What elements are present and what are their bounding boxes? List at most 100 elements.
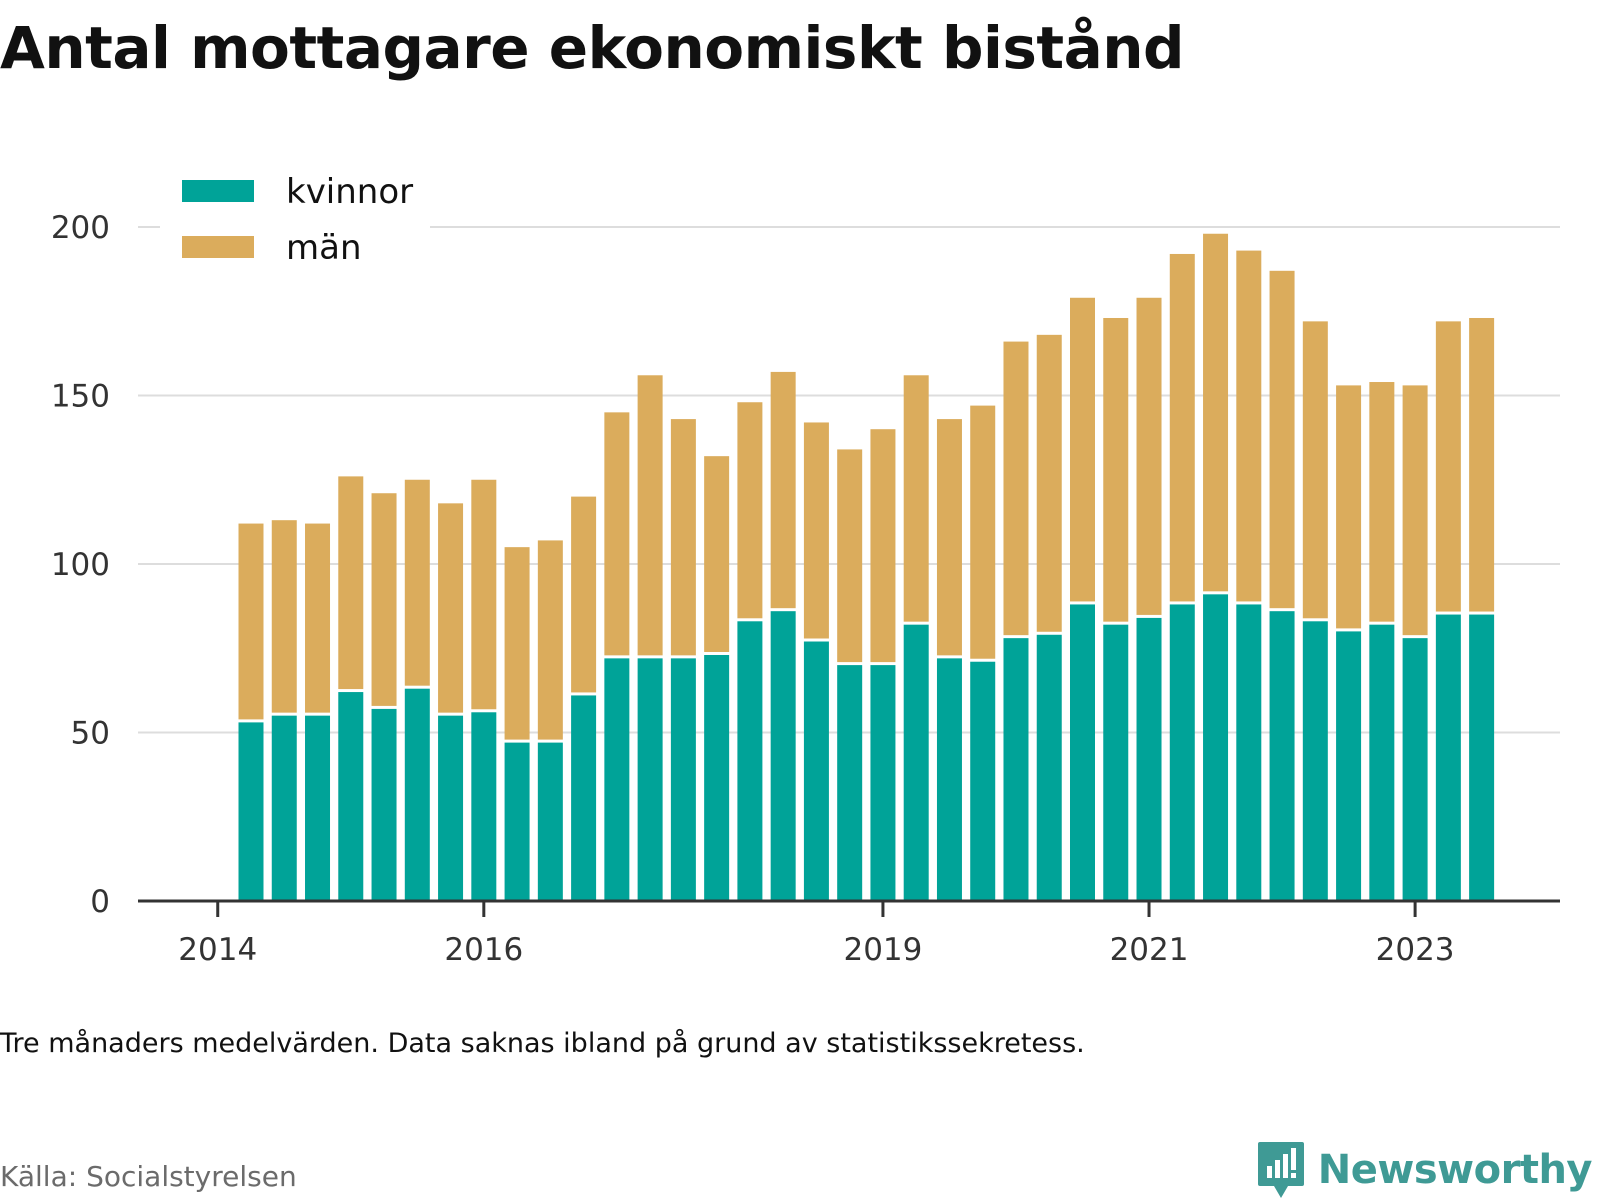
bar-kvinnor [837, 665, 863, 901]
bar-kvinnor [1169, 604, 1195, 901]
bar-kvinnor [1435, 614, 1461, 901]
bar-kvinnor [1402, 638, 1428, 901]
bar-man [1269, 270, 1295, 609]
bar-man [438, 503, 464, 713]
bar-man [305, 523, 331, 713]
bar-man [670, 419, 696, 656]
y-axis-ticks: 0 50 100 150 200 [51, 210, 110, 920]
bar-man [571, 496, 597, 693]
x-tick-label: 2014 [178, 932, 257, 968]
bar-man [371, 493, 397, 706]
bar-kvinnor [637, 658, 663, 901]
bar-kvinnor [504, 742, 530, 901]
bar-man [604, 412, 630, 656]
bar-man [903, 375, 929, 622]
footnote: Tre månaders medelvärden. Data saknas ib… [0, 1028, 1085, 1059]
brand-name: Newsworthy [1317, 1147, 1593, 1193]
legend-label-man: män [286, 228, 362, 268]
bar-man [1435, 321, 1461, 612]
y-tick-label: 50 [71, 716, 110, 752]
bar-man [837, 449, 863, 663]
bar-kvinnor [571, 695, 597, 901]
bar-man [737, 402, 763, 619]
bar-man [970, 405, 996, 659]
bar-man [1203, 233, 1229, 592]
bar-kvinnor [803, 641, 829, 901]
bar-kvinnor [1269, 611, 1295, 901]
bar-kvinnor [936, 658, 962, 901]
y-tick-label: 150 [51, 379, 110, 415]
bar-man [271, 520, 297, 713]
bar-man [936, 419, 962, 656]
bar-man [704, 456, 730, 652]
bar-kvinnor [670, 658, 696, 901]
bar-man [471, 479, 497, 710]
bar-man [238, 523, 264, 720]
bar-man [1469, 317, 1495, 612]
bar-man [770, 371, 796, 609]
chart-title: Antal mottagare ekonomiskt bistånd [0, 14, 1185, 82]
x-tick-label: 2019 [843, 932, 922, 968]
bar-man [1036, 334, 1062, 632]
bar-kvinnor [471, 712, 497, 901]
y-tick-label: 0 [90, 884, 110, 920]
bar-kvinnor [338, 692, 364, 901]
bar-kvinnor [371, 708, 397, 901]
legend-swatch-man [182, 236, 254, 258]
bar-kvinnor [305, 715, 331, 901]
bar-kvinnor [704, 654, 730, 901]
legend-swatch-kvinnor [182, 180, 254, 202]
x-axis-ticks: 2014 2016 2019 2021 2023 [178, 901, 1455, 968]
stacked-bar-chart: 2014 2016 2019 2021 2023 0 50 100 150 200 kvinno… [50, 160, 1560, 968]
bar-man [1369, 382, 1395, 622]
y-tick-label: 200 [51, 210, 110, 246]
bar-man [1136, 297, 1162, 615]
bar-kvinnor [1469, 614, 1495, 901]
bar-kvinnor [1103, 624, 1129, 901]
source-credit: Källa: Socialstyrelsen [0, 1160, 297, 1193]
bar-kvinnor [271, 715, 297, 901]
y-tick-label: 100 [51, 547, 110, 583]
bars [238, 233, 1495, 901]
bar-man [1003, 341, 1029, 636]
bar-kvinnor [604, 658, 630, 901]
bar-kvinnor [1203, 594, 1229, 901]
bar-man [1336, 385, 1362, 629]
bar-kvinnor [1369, 624, 1395, 901]
bar-kvinnor [1136, 617, 1162, 901]
bar-man [1302, 321, 1328, 619]
bar-man [1402, 385, 1428, 636]
legend-label-kvinnor: kvinnor [286, 172, 413, 212]
bar-kvinnor [970, 661, 996, 901]
newsworthy-logo-icon [1257, 1142, 1304, 1198]
bar-man [870, 429, 896, 663]
bar-kvinnor [870, 665, 896, 901]
bar-man [404, 479, 430, 686]
bar-man [1169, 253, 1195, 602]
bar-man [1070, 297, 1095, 602]
bar-kvinnor [770, 611, 796, 901]
bar-kvinnor [238, 722, 264, 901]
newsworthy-brand: Newsworthy [1256, 1140, 1593, 1200]
bar-kvinnor [1336, 631, 1362, 901]
legend: kvinnor män [160, 160, 430, 280]
bar-man [1103, 317, 1129, 622]
bar-man [338, 476, 364, 690]
bar-kvinnor [903, 624, 929, 901]
bar-man [637, 375, 663, 656]
bar-man [537, 540, 563, 740]
bar-kvinnor [1070, 604, 1095, 901]
bar-kvinnor [1302, 621, 1328, 901]
bar-kvinnor [537, 742, 563, 901]
x-tick-label: 2023 [1376, 932, 1455, 968]
bar-man [504, 547, 530, 740]
bar-kvinnor [438, 715, 464, 901]
bar-kvinnor [1236, 604, 1262, 901]
bar-kvinnor [404, 688, 430, 901]
bar-man [803, 422, 829, 639]
x-tick-label: 2021 [1110, 932, 1189, 968]
bar-man [1236, 250, 1262, 602]
bar-kvinnor [1003, 638, 1029, 901]
x-tick-label: 2016 [444, 932, 523, 968]
bar-kvinnor [1036, 634, 1062, 901]
